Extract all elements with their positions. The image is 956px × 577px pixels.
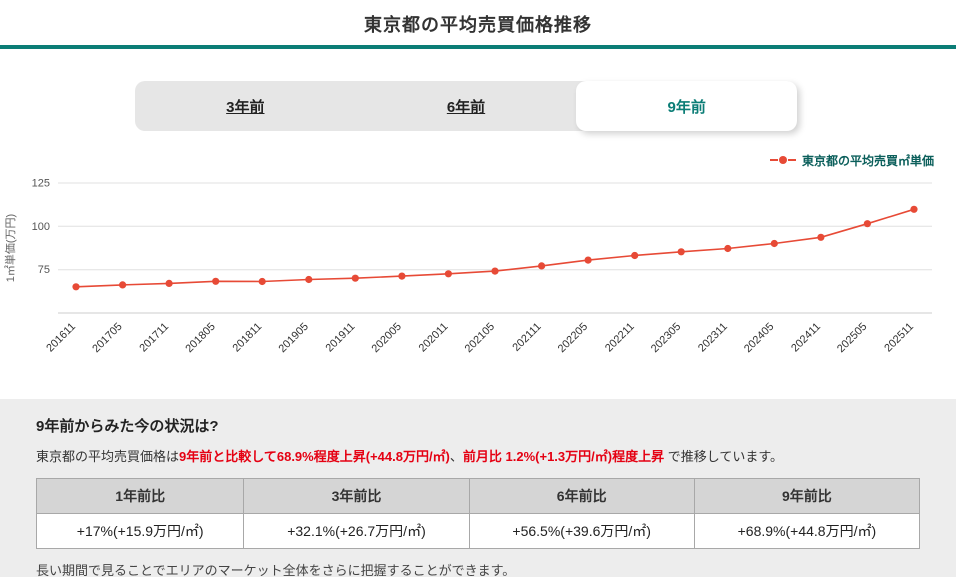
tab-label: 9年前 bbox=[667, 98, 706, 116]
summary-text: 東京都の平均売買価格は9年前と比較して68.9%程度上昇(+44.8万円/㎡)、… bbox=[36, 446, 920, 465]
svg-text:202005: 202005 bbox=[370, 321, 404, 355]
svg-text:1㎡単価(万円): 1㎡単価(万円) bbox=[3, 214, 17, 282]
table-header-cell: 9年前比 bbox=[693, 478, 921, 514]
svg-text:202105: 202105 bbox=[463, 321, 497, 355]
summary-footer-note: 長い期間で見ることでエリアのマーケット全体をさらに把握することができます。 bbox=[36, 563, 516, 577]
svg-text:201911: 201911 bbox=[324, 321, 358, 355]
svg-text:100: 100 bbox=[32, 221, 50, 233]
svg-text:202011: 202011 bbox=[417, 321, 451, 355]
table-value-cell: +32.1%(+26.7万円/㎡) bbox=[243, 513, 470, 549]
svg-text:202111: 202111 bbox=[510, 321, 543, 354]
svg-text:201611: 201611 bbox=[44, 321, 78, 355]
summary-highlight-text: 前月比 1.2%(+1.3万円/㎡)程度上昇 bbox=[462, 449, 665, 464]
summary-plain-text: 東京都の平均売買価格は bbox=[36, 449, 180, 464]
table-header-cell: 6年前比 bbox=[468, 478, 695, 514]
comparison-table-header-row: 1年前比 3年前比 6年前比 9年前比 bbox=[35, 478, 921, 514]
svg-text:125: 125 bbox=[32, 178, 50, 190]
page-title: 東京都の平均売買価格推移 bbox=[364, 15, 592, 35]
svg-text:75: 75 bbox=[38, 264, 50, 276]
table-value-cell: +56.5%(+39.6万円/㎡) bbox=[468, 513, 695, 549]
legend-line-dot-icon bbox=[769, 156, 796, 164]
header-divider bbox=[0, 45, 956, 49]
tab-label: 6年前 bbox=[446, 98, 486, 116]
summary-section: 9年前からみた今の状況は? 東京都の平均売買価格は9年前と比較して68.9%程度… bbox=[0, 399, 956, 577]
summary-plain-text: で推移しています。 bbox=[664, 449, 784, 464]
svg-text:201905: 201905 bbox=[276, 321, 310, 355]
period-tab-bar: 3年前 6年前 9年前 bbox=[135, 81, 798, 131]
svg-text:201711: 201711 bbox=[137, 321, 171, 355]
comparison-table: 1年前比 3年前比 6年前比 9年前比 +17%(+15.9万円/㎡) +32.1%(+… bbox=[35, 478, 921, 549]
table-value-cell: +68.9%(+44.8万円/㎡) bbox=[693, 513, 921, 549]
summary-plain-text: 、 bbox=[449, 449, 463, 464]
page-header: 東京都の平均売買価格推移 bbox=[0, 0, 956, 45]
period-tab-wrap: 3年前 6年前 9年前 bbox=[135, 81, 798, 131]
tab-9-years-ago[interactable]: 9年前 bbox=[576, 81, 798, 131]
tab-3-years-ago[interactable]: 3年前 bbox=[135, 81, 356, 131]
legend-label: 東京都の平均売買㎡単価 bbox=[801, 153, 934, 168]
svg-text:202505: 202505 bbox=[835, 321, 869, 355]
table-header-cell: 3年前比 bbox=[243, 478, 470, 514]
price-chart-svg: 75 100 125 1㎡単価(万円) 201611 201705 201711 201805… bbox=[3, 178, 932, 355]
svg-text:201811: 201811 bbox=[230, 321, 264, 355]
svg-text:201705: 201705 bbox=[90, 321, 124, 355]
svg-text:202211: 202211 bbox=[603, 321, 637, 355]
table-value-cell: +17%(+15.9万円/㎡) bbox=[35, 513, 245, 549]
svg-text:202511: 202511 bbox=[882, 321, 916, 355]
svg-text:202305: 202305 bbox=[649, 321, 683, 355]
chart-legend: 東京都の平均売買㎡単価 bbox=[0, 151, 934, 169]
svg-text:202411: 202411 bbox=[789, 321, 823, 355]
svg-text:202205: 202205 bbox=[556, 321, 590, 355]
comparison-table-value-row: +17%(+15.9万円/㎡) +32.1%(+26.7万円/㎡) +56.5%(+… bbox=[35, 513, 921, 549]
price-trend-chart: 75 100 125 1㎡単価(万円) 201611 201705 201711 201805… bbox=[0, 171, 956, 383]
tab-6-years-ago[interactable]: 6年前 bbox=[356, 81, 577, 131]
summary-highlight-text: 9年前と比較して68.9%程度上昇(+44.8万円/㎡) bbox=[179, 449, 450, 464]
svg-text:201805: 201805 bbox=[183, 321, 217, 355]
svg-text:202405: 202405 bbox=[742, 321, 776, 355]
table-header-cell: 1年前比 bbox=[35, 478, 245, 514]
svg-text:202311: 202311 bbox=[696, 321, 730, 355]
tab-label: 3年前 bbox=[226, 98, 265, 116]
summary-heading: 9年前からみた今の状況は? bbox=[36, 418, 219, 435]
